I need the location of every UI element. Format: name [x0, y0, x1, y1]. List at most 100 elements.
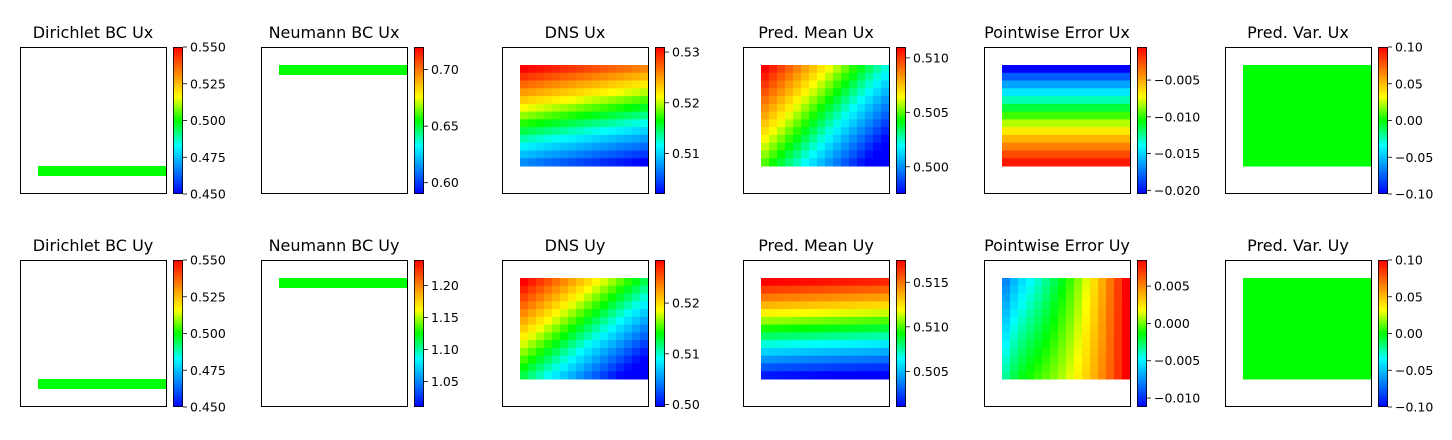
heatmap-cell — [584, 285, 593, 295]
heatmap-cell — [1339, 363, 1348, 372]
heatmap-cell — [1243, 293, 1252, 302]
heatmap-cell — [576, 355, 585, 364]
heatmap-cell — [809, 363, 818, 372]
heatmap-cell — [1259, 150, 1268, 159]
heatmap-cell — [1251, 111, 1260, 120]
heatmap-cell — [608, 332, 617, 341]
heatmap-cell — [1251, 72, 1260, 82]
heatmap-cell — [1323, 324, 1332, 333]
heatmap-cell — [1363, 316, 1372, 326]
subplot-title: DNS Uy — [545, 236, 606, 255]
heatmap-cell — [817, 316, 826, 326]
heatmap-cell — [881, 111, 890, 120]
heatmap-cell — [584, 134, 593, 144]
heatmap-cell — [1034, 127, 1043, 136]
heatmap-cell — [520, 88, 529, 97]
heatmap-cell — [1010, 332, 1019, 341]
heatmap-cell — [1002, 363, 1011, 372]
heatmap-cell — [777, 316, 786, 326]
heatmap-cell — [841, 88, 850, 97]
heatmap-cell — [1355, 324, 1364, 333]
heatmap-cell — [1267, 142, 1276, 151]
heatmap-cell — [785, 119, 794, 128]
heatmap-cell — [520, 301, 529, 310]
heatmap-cell — [857, 340, 866, 349]
heatmap-cell — [865, 301, 874, 310]
heatmap-cell — [785, 324, 794, 333]
heatmap-cell — [1018, 96, 1027, 105]
heatmap-cell — [849, 371, 858, 380]
colorbar-tick-label: 0.500 — [190, 326, 226, 341]
heatmap-cell — [1347, 278, 1356, 287]
heatmap-cell — [584, 80, 593, 89]
heatmap-cell — [809, 103, 818, 113]
heatmap-cell — [1299, 278, 1308, 287]
heatmap-cell — [833, 309, 842, 318]
heatmap-cell — [1066, 363, 1075, 372]
heatmap-cell — [825, 134, 834, 144]
heatmap-cell — [520, 363, 529, 372]
heatmap-cell — [1114, 301, 1123, 310]
heatmap-cell — [568, 111, 577, 120]
heatmap-cell — [1002, 80, 1011, 89]
colorbar-frame — [655, 260, 665, 407]
heatmap-cell — [544, 158, 553, 167]
heatmap-cell — [801, 150, 810, 159]
heatmap-cell — [624, 293, 633, 302]
heatmap-cell — [600, 340, 609, 349]
heatmap-cell — [841, 150, 850, 159]
heatmap-cell — [1347, 301, 1356, 310]
heatmap-cell — [576, 316, 585, 326]
heatmap-cell — [1122, 96, 1131, 105]
heatmap-cell — [560, 332, 569, 341]
heatmap-cell — [1010, 103, 1019, 113]
heatmap-cell — [640, 111, 649, 120]
heatmap-cell — [1002, 150, 1011, 159]
axes-frame — [20, 47, 167, 194]
heatmap-cell — [825, 363, 834, 372]
heatmap-cell — [881, 150, 890, 159]
heatmap-cell — [1243, 150, 1252, 159]
heatmap-cell — [1251, 309, 1260, 318]
heatmap-cell — [592, 293, 601, 302]
heatmap-cell — [1002, 158, 1011, 167]
heatmap-cell — [1331, 293, 1340, 302]
heatmap-cell — [616, 293, 625, 302]
heatmap-cell — [576, 119, 585, 128]
colorbar-frame — [896, 260, 906, 407]
heatmap-cell — [857, 88, 866, 97]
heatmap-cell — [1283, 285, 1292, 295]
heatmap-cell — [1122, 355, 1131, 364]
heatmap-cell — [1074, 150, 1083, 159]
heatmap-cell — [873, 134, 882, 144]
heatmap-cell — [833, 158, 842, 167]
heatmap-cell — [1098, 134, 1107, 144]
heatmap-cell — [624, 309, 633, 318]
heatmap-cell — [1066, 340, 1075, 349]
heatmap-cell — [1315, 80, 1324, 89]
heatmap-cell — [825, 347, 834, 357]
heatmap-cell — [576, 278, 585, 287]
heatmap-cell — [1275, 340, 1284, 349]
heatmap-cell — [1363, 150, 1372, 159]
subplot-pred-var-ux: Pred. Var. Ux−0.10−0.050.000.050.10 — [1225, 23, 1433, 202]
heatmap-cell — [849, 103, 858, 113]
heatmap-cell — [1307, 301, 1316, 310]
heatmap-cell — [849, 278, 858, 287]
heatmap-cell — [1002, 134, 1011, 144]
heatmap-cell — [761, 88, 770, 97]
heatmap-cell — [1363, 301, 1372, 310]
colorbar — [655, 47, 665, 194]
heatmap-cell — [1291, 111, 1300, 120]
heatmap-cell — [1347, 111, 1356, 120]
heatmap-cell — [817, 119, 826, 128]
heatmap-cell — [1315, 324, 1324, 333]
heatmap-cell — [1331, 80, 1340, 89]
heatmap-cell — [817, 347, 826, 357]
heatmap-cell — [761, 127, 770, 136]
heatmap-cell — [1267, 347, 1276, 357]
heatmap-cell — [793, 340, 802, 349]
heatmap-cell — [1291, 103, 1300, 113]
heatmap-cell — [1323, 332, 1332, 341]
